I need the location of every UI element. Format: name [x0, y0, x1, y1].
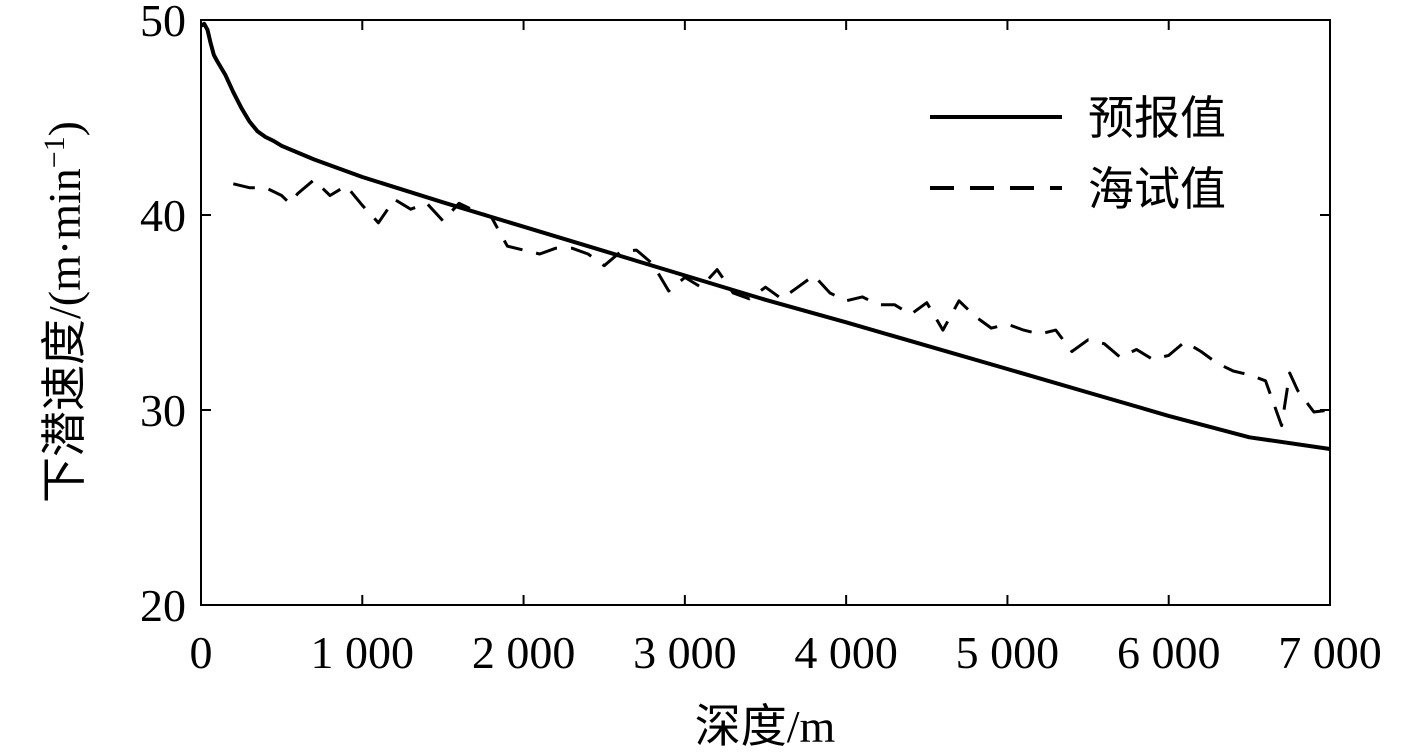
- legend-label-sea-trial: 海试值: [1088, 164, 1226, 215]
- x-tick-label: 0: [190, 627, 213, 678]
- legend-label-forecast: 预报值: [1088, 93, 1226, 144]
- y-axis-label-main: 下潜速度/(m·min: [39, 168, 90, 503]
- legend: 预报值 海试值: [930, 93, 1226, 215]
- y-axis-label-superscript: −1: [38, 136, 71, 168]
- y-axis-ticks: 20 30 40 50: [140, 0, 1330, 631]
- x-tick-label: 1 000: [311, 627, 415, 678]
- x-tick-label: 7 000: [1278, 627, 1382, 678]
- y-tick-label: 20: [140, 580, 186, 631]
- plot-area: [199, 21, 1331, 451]
- x-tick-label: 6 000: [1117, 627, 1221, 678]
- x-tick-label: 2 000: [472, 627, 576, 678]
- x-axis-label: 深度/m: [695, 701, 836, 752]
- y-tick-label: 30: [140, 385, 186, 436]
- series-line-sea-trial: [232, 178, 1331, 428]
- x-tick-label: 4 000: [794, 627, 898, 678]
- y-tick-label: 50: [140, 0, 186, 46]
- series-line-forecast: [199, 21, 1331, 451]
- x-axis-ticks: 0 1 000 2 000 3 000 4 000 5 000 6 000 7 000: [190, 20, 1382, 678]
- axes: [200, 19, 1331, 606]
- y-tick-label: 40: [140, 190, 186, 241]
- x-tick-label: 3 000: [633, 627, 737, 678]
- y-axis-label-close: ): [39, 121, 90, 136]
- plot-frame: [200, 19, 1331, 606]
- x-tick-label: 5 000: [956, 627, 1060, 678]
- y-axis-label: 下潜速度/(m·min−1): [38, 121, 91, 503]
